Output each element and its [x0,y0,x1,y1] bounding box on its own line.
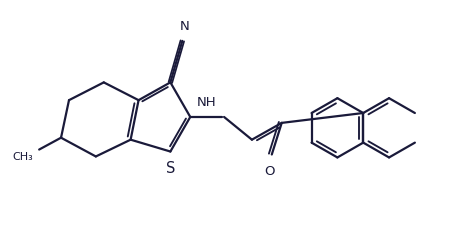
Text: NH: NH [196,96,216,109]
Text: O: O [265,165,275,178]
Text: CH₃: CH₃ [12,152,33,162]
Text: N: N [179,20,189,33]
Text: S: S [166,161,175,176]
